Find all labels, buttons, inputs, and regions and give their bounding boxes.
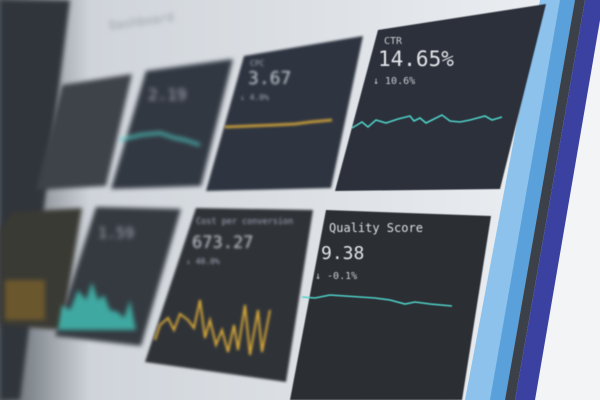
card-cpc-value: 673.27 <box>192 233 253 253</box>
card-5 <box>0 208 82 330</box>
card-1 <box>36 74 132 190</box>
card-6-bar-chart <box>58 282 136 330</box>
card-3-label: CPC <box>250 59 265 68</box>
bezel-dark-blue <box>515 0 600 400</box>
card-3-delta: ↓ 4.0% <box>240 93 269 102</box>
card-qs-delta: ↓ -0.1% <box>315 271 357 282</box>
card-quality-score: Quality Score 9.38 ↓ -0.1% <box>290 210 491 400</box>
card-2-sparkline <box>119 131 201 147</box>
card-qs-label: Quality Score <box>329 221 423 235</box>
card-ctr-value: 14.65% <box>378 47 454 71</box>
card-ctr-label: CTR <box>384 36 403 47</box>
card-3-value: 3.67 <box>248 68 291 89</box>
card-ctr: CTR 14.65% ↓ 10.6% <box>335 4 546 191</box>
card-ctr-delta: ↓ 10.6% <box>373 76 415 87</box>
card-6: 1.59 <box>55 207 181 346</box>
card-qs-value: 9.38 <box>321 243 364 264</box>
bezel-dark-line <box>505 0 585 400</box>
card-cpc-label: Cost per conversion <box>196 217 293 227</box>
card-cpc-delta: ↓ 40.0% <box>186 257 220 266</box>
card-2-value: 2.19 <box>148 85 187 104</box>
card-3: CPC 3.67 ↓ 4.0% <box>206 36 363 191</box>
card-6-value: 1.59 <box>98 224 134 242</box>
card-cpc-sparkline <box>154 299 271 356</box>
card-ctr-sparkline <box>351 114 503 129</box>
card-3-sparkline <box>224 118 333 129</box>
card-qs-sparkline <box>301 294 453 307</box>
card-2: 2.19 <box>111 59 233 189</box>
card-cost-per-conversion: Cost per conversion 673.27 ↓ 40.0% <box>145 208 313 382</box>
bezel-mid-blue <box>490 0 575 400</box>
